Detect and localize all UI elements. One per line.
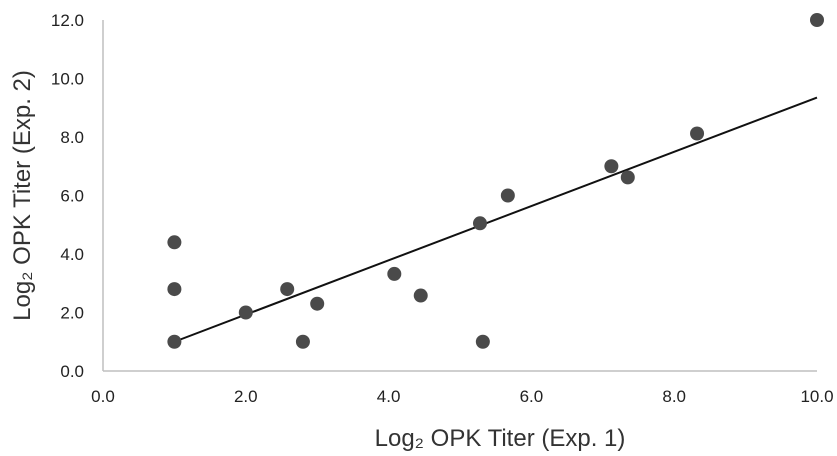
y-tick-label: 8.0 (60, 128, 84, 147)
data-point (475, 334, 490, 349)
y-tick-labels: 0.0 2.0 4.0 6.0 8.0 10.0 12.0 (51, 11, 84, 381)
y-tick-label: 2.0 (60, 304, 84, 323)
data-point (310, 296, 325, 311)
data-point (500, 188, 515, 203)
x-tick-label: 10.0 (800, 387, 833, 406)
data-point (472, 216, 487, 231)
data-point (295, 334, 310, 349)
data-point (167, 334, 182, 349)
data-point (167, 282, 182, 297)
y-tick-label: 12.0 (51, 11, 84, 30)
y-tick-label: 10.0 (51, 70, 84, 89)
x-tick-label: 0.0 (91, 387, 115, 406)
x-tick-label: 2.0 (234, 387, 258, 406)
data-point (387, 266, 402, 281)
x-tick-label: 4.0 (377, 387, 401, 406)
y-axis-title: Log₂ OPK Titer (Exp. 2) (9, 70, 36, 321)
y-tick-label: 0.0 (60, 362, 84, 381)
data-point (810, 13, 824, 27)
data-point (620, 170, 635, 185)
data-point (413, 288, 428, 303)
x-tick-labels: 0.0 2.0 4.0 6.0 8.0 10.0 (91, 387, 833, 406)
data-point (238, 305, 253, 320)
data-point (167, 235, 182, 250)
trendline (174, 96, 818, 343)
data-point (280, 282, 295, 297)
data-point (690, 126, 705, 141)
data-point (604, 159, 619, 174)
x-axis-title: Log₂ OPK Titer (Exp. 1) (375, 425, 626, 452)
data-points (167, 13, 824, 349)
y-tick-label: 4.0 (60, 245, 84, 264)
y-tick-label: 6.0 (60, 187, 84, 206)
x-tick-label: 6.0 (520, 387, 544, 406)
x-tick-label: 8.0 (662, 387, 686, 406)
